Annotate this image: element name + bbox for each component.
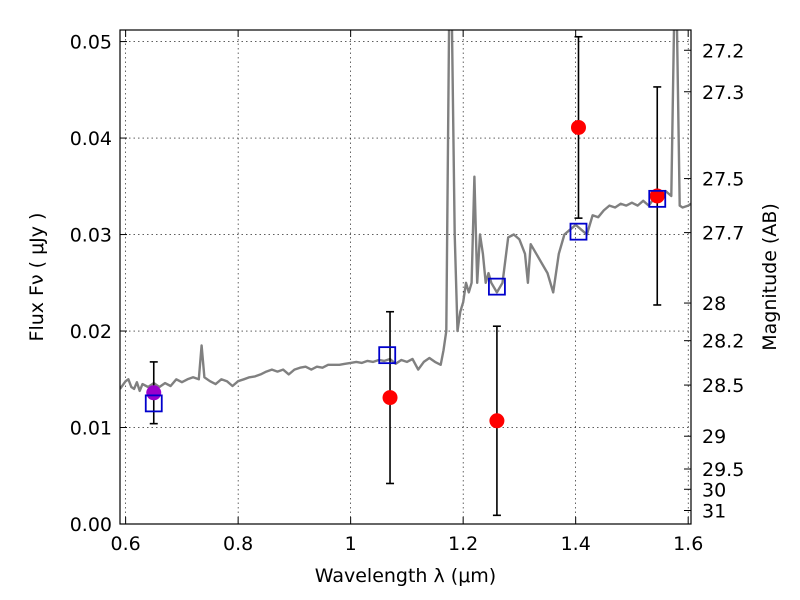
observed-points (146, 119, 665, 429)
y2-tick-label: 31 (702, 500, 726, 522)
y2-tick-label: 29.5 (702, 459, 744, 481)
y-tick-label: 0.02 (70, 321, 112, 343)
data-point (649, 188, 665, 204)
y2-tick-label: 27.5 (702, 169, 744, 191)
x-tick-labels: 0.6 0.8 1 1.2 1.4 1.6 (111, 533, 704, 555)
model-point (378, 346, 397, 365)
y2-tick-label: 27.2 (702, 40, 744, 62)
y-tick-label: 0.05 (70, 32, 112, 54)
x-tick-label: 1 (345, 533, 357, 555)
model-spectrum-line (120, 30, 691, 393)
y2-tick-label: 28 (702, 293, 726, 315)
data-point (382, 390, 398, 406)
model-point (144, 394, 163, 413)
x-tick-label: 0.6 (111, 533, 141, 555)
data-point (489, 413, 505, 429)
y2-tick-label: 27.7 (702, 223, 744, 245)
model-point (648, 189, 667, 208)
model-point (569, 222, 588, 241)
data-point (570, 119, 586, 135)
y2-tick-label: 28.5 (702, 375, 744, 397)
x-axis-label: Wavelength λ (μm) (315, 565, 496, 587)
x-tick-label: 1.2 (448, 533, 478, 555)
y-tick-label: 0.03 (70, 225, 112, 247)
x-tick-label: 1.6 (673, 533, 703, 555)
x-tick-label: 0.8 (223, 533, 253, 555)
y-tick-label: 0.04 (70, 128, 112, 150)
y2-axis-label: Magnitude (AB) (759, 203, 781, 351)
ticks (120, 30, 691, 525)
y2-tick-label: 30 (702, 479, 726, 501)
y2-tick-label: 29 (702, 426, 726, 448)
y2-tick-label: 28.2 (702, 331, 744, 353)
grid (120, 30, 691, 525)
y-axis-label: Flux Fν ( μJy ) (26, 213, 48, 342)
plot-frame (119, 29, 692, 525)
spectrum-polyline (120, 30, 691, 393)
y-tick-label: 0.00 (70, 514, 112, 536)
model-point (488, 277, 506, 296)
y2-tick-label: 27.3 (702, 82, 744, 104)
x-tick-label: 1.4 (561, 533, 591, 555)
y-tick-label: 0.01 (70, 418, 112, 440)
y-tick-labels: 0.00 0.01 0.02 0.03 0.04 0.05 (70, 32, 112, 536)
model-photometry-points (144, 189, 667, 413)
error-bars (149, 35, 662, 517)
data-point (146, 385, 162, 401)
